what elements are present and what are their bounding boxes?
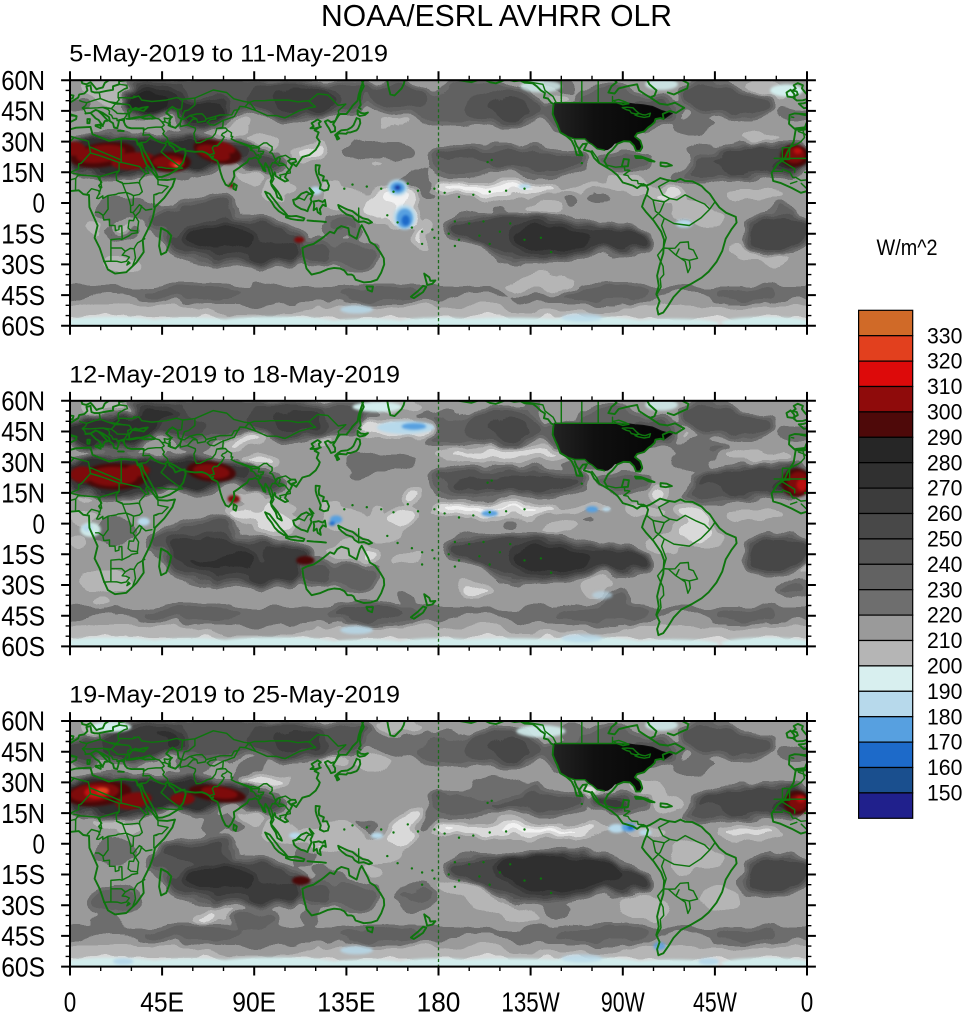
svg-text:270: 270 (927, 476, 962, 501)
svg-text:30S: 30S (1, 570, 45, 601)
svg-text:15S: 15S (1, 539, 45, 570)
svg-text:60S: 60S (1, 311, 45, 342)
svg-text:90E: 90E (232, 987, 276, 1013)
svg-text:0: 0 (64, 987, 77, 1013)
svg-text:310: 310 (927, 374, 962, 399)
svg-text:150: 150 (927, 781, 962, 806)
svg-text:180: 180 (927, 704, 962, 729)
svg-text:0: 0 (33, 188, 46, 219)
svg-text:60N: 60N (1, 65, 45, 96)
svg-text:30N: 30N (1, 447, 45, 478)
svg-text:60N: 60N (1, 706, 45, 737)
svg-text:250: 250 (927, 527, 962, 552)
svg-text:30N: 30N (1, 767, 45, 798)
svg-text:135W: 135W (501, 987, 560, 1013)
svg-text:210: 210 (927, 628, 962, 653)
svg-text:240: 240 (927, 552, 962, 577)
svg-text:230: 230 (927, 577, 962, 602)
svg-text:45N: 45N (1, 736, 45, 767)
svg-text:60N: 60N (1, 386, 45, 417)
svg-text:30S: 30S (1, 890, 45, 921)
svg-text:19-May-2019 to 25-May-2019: 19-May-2019 to 25-May-2019 (69, 682, 400, 709)
svg-text:15S: 15S (1, 859, 45, 890)
svg-text:190: 190 (927, 679, 962, 704)
svg-text:45N: 45N (1, 416, 45, 447)
svg-text:160: 160 (927, 755, 962, 780)
svg-text:320: 320 (927, 349, 962, 374)
svg-text:290: 290 (927, 425, 962, 450)
svg-text:45S: 45S (1, 600, 45, 631)
svg-text:135E: 135E (317, 987, 375, 1013)
svg-text:12-May-2019 to 18-May-2019: 12-May-2019 to 18-May-2019 (69, 361, 400, 388)
svg-text:60S: 60S (1, 951, 45, 982)
svg-text:W/m^2: W/m^2 (877, 235, 938, 260)
svg-text:60S: 60S (1, 631, 45, 662)
svg-text:300: 300 (927, 400, 962, 425)
svg-text:0: 0 (33, 508, 46, 539)
svg-text:330: 330 (927, 323, 962, 348)
svg-text:200: 200 (927, 654, 962, 679)
svg-text:45W: 45W (693, 987, 737, 1013)
svg-text:15N: 15N (1, 157, 45, 188)
svg-text:30S: 30S (1, 249, 45, 280)
svg-text:220: 220 (927, 603, 962, 628)
svg-text:NOAA/ESRL AVHRR OLR: NOAA/ESRL AVHRR OLR (321, 0, 672, 33)
svg-text:0: 0 (33, 829, 46, 860)
svg-text:180: 180 (417, 987, 461, 1013)
svg-text:30N: 30N (1, 126, 45, 157)
svg-text:15N: 15N (1, 478, 45, 509)
svg-text:45S: 45S (1, 280, 45, 311)
svg-text:90W: 90W (601, 987, 645, 1013)
svg-text:15N: 15N (1, 798, 45, 829)
svg-text:5-May-2019 to 11-May-2019: 5-May-2019 to 11-May-2019 (69, 41, 388, 68)
svg-text:280: 280 (927, 450, 962, 475)
svg-text:45S: 45S (1, 921, 45, 952)
svg-text:45E: 45E (140, 987, 184, 1013)
svg-text:15S: 15S (1, 218, 45, 249)
svg-text:170: 170 (927, 730, 962, 755)
svg-text:45N: 45N (1, 96, 45, 127)
svg-text:0: 0 (801, 987, 814, 1013)
svg-text:260: 260 (927, 501, 962, 526)
